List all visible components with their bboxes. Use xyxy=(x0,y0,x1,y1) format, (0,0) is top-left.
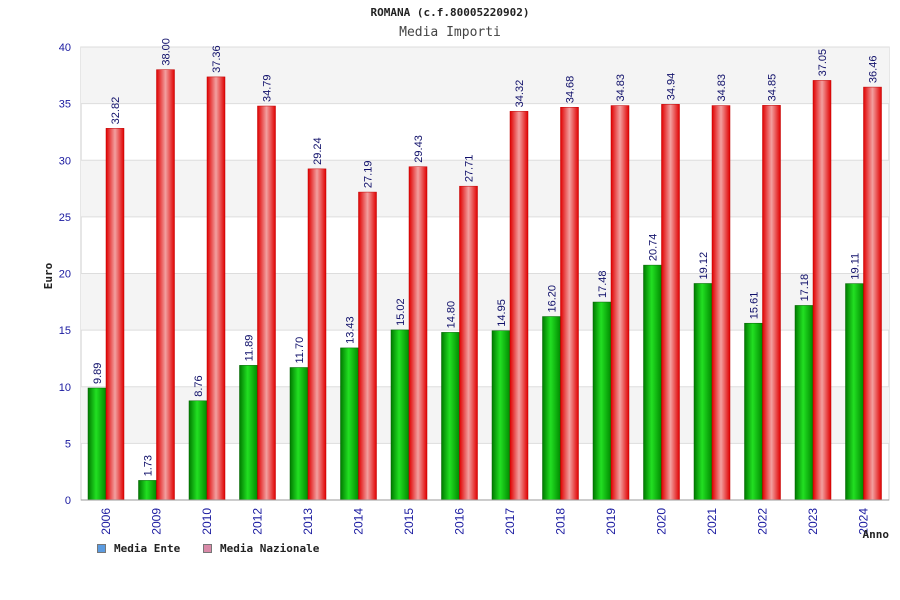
bar-value-label: 17.18 xyxy=(799,274,811,302)
bar-value-label: 1.73 xyxy=(143,455,155,476)
bar-ente xyxy=(745,323,763,500)
bar-nazionale xyxy=(763,105,781,500)
x-tick-label: 2012 xyxy=(251,508,265,535)
bar-ente xyxy=(240,365,258,500)
bar-ente xyxy=(442,332,460,500)
bar-ente xyxy=(492,331,510,500)
bar-nazionale xyxy=(864,87,882,500)
bar-value-label: 9.89 xyxy=(92,363,104,384)
x-axis-label: Anno xyxy=(863,528,890,541)
bar-value-label: 29.24 xyxy=(312,137,324,165)
bar-value-label: 36.46 xyxy=(868,56,880,84)
x-tick-label: 2019 xyxy=(604,508,618,535)
legend-label-nazionale: Media Nazionale xyxy=(220,542,319,555)
y-axis-label: Euro xyxy=(42,262,55,289)
bar-ente xyxy=(694,283,712,500)
x-tick-label: 2021 xyxy=(705,508,719,535)
bar-ente xyxy=(391,330,409,500)
bar-nazionale xyxy=(510,111,528,500)
bar-nazionale xyxy=(308,169,326,500)
bar-nazionale xyxy=(157,70,175,500)
bar-nazionale xyxy=(611,106,629,500)
bar-value-label: 19.12 xyxy=(698,252,710,280)
bar-nazionale xyxy=(813,80,831,500)
bar-value-label: 15.02 xyxy=(395,298,407,326)
bar-value-label: 34.68 xyxy=(565,76,577,104)
y-tick-label: 20 xyxy=(59,269,71,281)
bar-value-label: 34.85 xyxy=(767,74,779,102)
bar-ente xyxy=(139,480,157,500)
bar-nazionale xyxy=(712,106,730,500)
bar-value-label: 32.82 xyxy=(110,97,122,125)
bar-ente xyxy=(846,284,864,500)
bar-ente xyxy=(189,401,207,500)
bar-value-label: 17.48 xyxy=(597,271,609,299)
bar-value-label: 13.43 xyxy=(345,316,357,344)
bar-value-label: 34.83 xyxy=(716,74,728,102)
bar-value-label: 14.80 xyxy=(446,301,458,329)
bar-nazionale xyxy=(106,128,124,500)
bar-value-label: 38.00 xyxy=(161,38,173,66)
legend-swatch-ente xyxy=(97,544,106,553)
bar-value-label: 20.74 xyxy=(648,234,660,262)
x-tick-label: 2018 xyxy=(554,508,568,535)
legend-item-nazionale: Media Nazionale xyxy=(203,542,319,555)
x-tick-label: 2014 xyxy=(352,508,366,535)
bar-ente xyxy=(341,348,359,500)
bar-nazionale xyxy=(359,192,377,500)
y-tick-label: 30 xyxy=(59,155,71,167)
y-tick-label: 0 xyxy=(65,495,71,507)
bar-nazionale xyxy=(662,104,680,500)
x-tick-label: 2016 xyxy=(453,508,467,535)
bar-value-label: 34.32 xyxy=(514,80,526,108)
bar-nazionale xyxy=(258,106,276,500)
bar-value-label: 14.95 xyxy=(496,299,508,327)
x-tick-label: 2010 xyxy=(200,508,214,535)
y-axis-ticks: 0 5 10 15 20 25 30 35 40 xyxy=(59,42,71,507)
bar-value-label: 27.71 xyxy=(464,155,476,183)
x-tick-label: 2023 xyxy=(806,508,820,535)
bar-nazionale xyxy=(409,167,427,500)
bar-nazionale xyxy=(460,186,478,500)
x-tick-label: 2006 xyxy=(99,508,113,535)
y-tick-label: 40 xyxy=(59,42,71,54)
legend-label-ente: Media Ente xyxy=(114,542,180,555)
bar-value-label: 37.05 xyxy=(817,49,829,77)
bar-value-label: 37.36 xyxy=(211,45,223,73)
x-tick-label: 2009 xyxy=(150,508,164,535)
bar-nazionale xyxy=(561,107,579,500)
bar-value-label: 11.89 xyxy=(244,335,256,362)
legend-swatch-nazionale xyxy=(203,544,212,553)
bar-value-label: 16.20 xyxy=(547,285,559,313)
bar-value-label: 34.79 xyxy=(262,74,274,102)
x-tick-label: 2020 xyxy=(655,508,669,535)
y-tick-label: 5 xyxy=(65,438,71,450)
bar-nazionale xyxy=(207,77,225,500)
bar-value-label: 15.61 xyxy=(749,292,761,320)
bar-value-label: 8.76 xyxy=(193,375,205,396)
legend-item-ente: Media Ente xyxy=(97,542,180,555)
bar-value-label: 29.43 xyxy=(413,135,425,163)
y-tick-label: 10 xyxy=(59,382,71,394)
x-axis-ticks: 2006 2009 2010 2012 2013 2014 2015 2016 2017 2018… xyxy=(81,500,889,535)
y-tick-label: 35 xyxy=(59,99,71,111)
x-tick-label: 2013 xyxy=(301,508,315,535)
y-tick-label: 25 xyxy=(59,212,71,224)
bar-value-label: 34.94 xyxy=(666,73,678,101)
bar-ente xyxy=(644,265,662,500)
x-tick-label: 2022 xyxy=(756,508,770,535)
x-tick-label: 2015 xyxy=(402,508,416,535)
bar-value-label: 19.11 xyxy=(850,253,862,280)
x-tick-label: 2017 xyxy=(503,508,517,535)
y-tick-label: 15 xyxy=(59,325,71,337)
bar-ente xyxy=(88,388,106,500)
bar-value-label: 27.19 xyxy=(363,161,375,189)
bar-value-label: 34.83 xyxy=(615,74,627,102)
bar-value-label: 11.70 xyxy=(294,337,306,364)
bar-ente xyxy=(290,367,308,500)
bar-ente xyxy=(543,317,561,500)
bar-ente xyxy=(593,302,611,500)
bar-ente xyxy=(795,305,813,500)
